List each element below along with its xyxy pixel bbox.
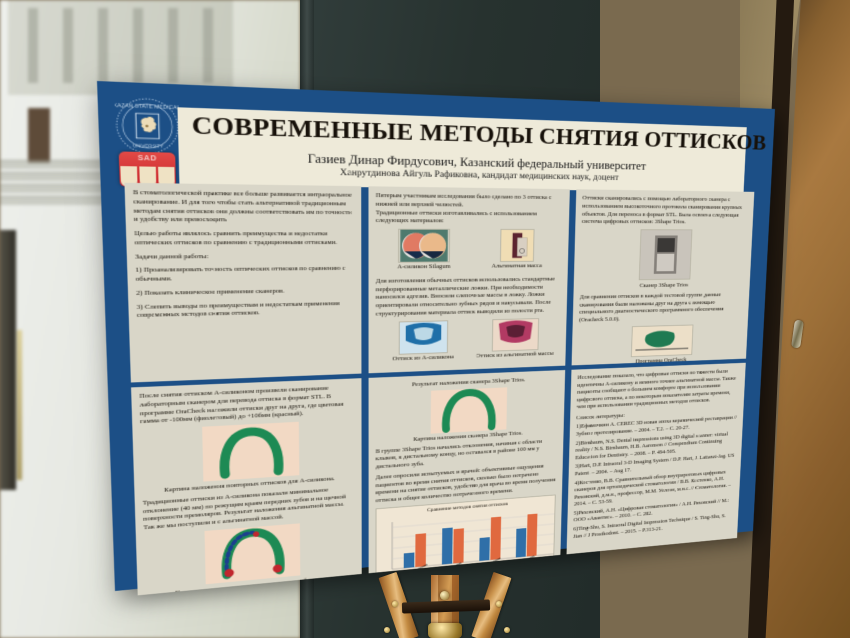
svg-text:KAZAN STATE MEDICAL: KAZAN STATE MEDICAL — [114, 103, 179, 111]
svg-text:UNIVERSITY: UNIVERSITY — [133, 144, 164, 150]
